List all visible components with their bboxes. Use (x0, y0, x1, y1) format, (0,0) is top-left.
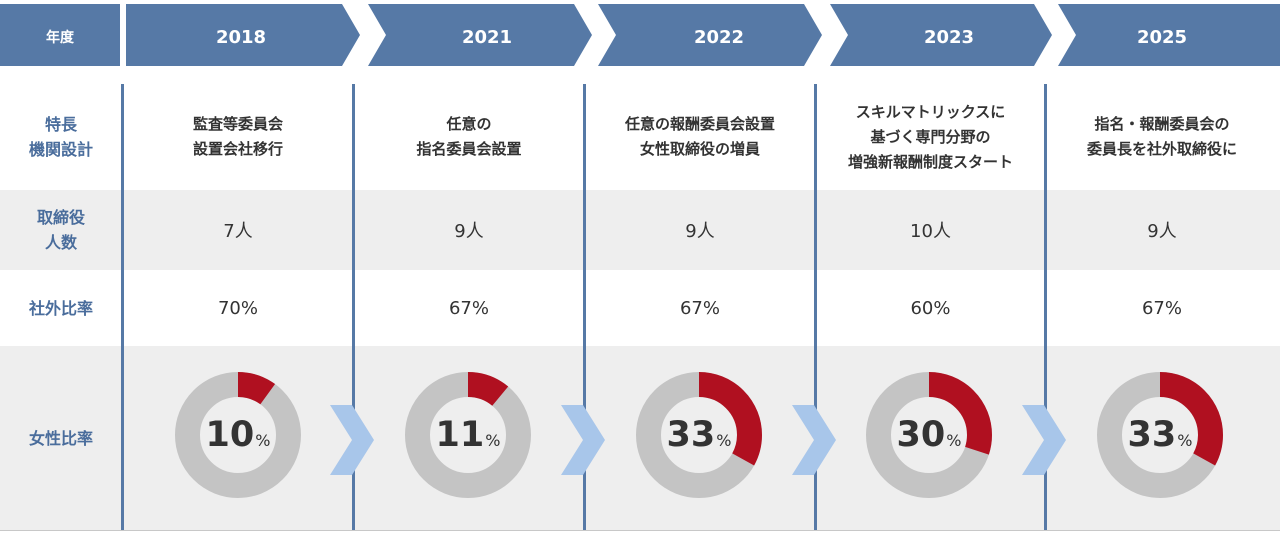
arrow-shape (330, 405, 374, 475)
year-chevron-2021 (368, 4, 592, 66)
female-ratio-donut-2018 (175, 372, 301, 498)
donut-female-segment (866, 372, 992, 498)
female-ratio-donut-2023 (866, 372, 992, 498)
feature-cell-2021: 任意の 指名委員会設置 (355, 84, 583, 190)
year-chevron-2023 (830, 4, 1052, 66)
feature-cell-2018: 監査等委員会 設置会社移行 (124, 84, 352, 190)
feature-line: 設置会社移行 (192, 140, 283, 158)
directors-count-2025: 9人 (1147, 221, 1177, 242)
female-ratio-label-2022: 33% (634, 370, 764, 500)
feature-cell-2023: スキルマトリックスに 基づく専門分野の 増強新報酬制度スタート (817, 84, 1044, 190)
year-label: 2023 (924, 27, 974, 48)
year-chevron-2025 (1058, 4, 1280, 66)
female-ratio-unit: % (716, 431, 732, 450)
row-label-line: 女性比率 (28, 428, 93, 448)
row-label-line: 取締役 (36, 208, 85, 227)
progress-arrow-icon (561, 405, 605, 475)
feature-line: 監査等委員会 (192, 115, 283, 133)
column-divider (1044, 84, 1047, 530)
directors-count-2021: 9人 (454, 221, 484, 242)
feature-cell-2022: 任意の報酬委員会設置 女性取締役の増員 (586, 84, 814, 190)
feature-line: 指名委員会設置 (416, 140, 522, 158)
female-ratio-donut-2021 (405, 372, 531, 498)
row-label-line: 特長 (44, 115, 77, 134)
female-ratio-value: 11 (435, 415, 485, 455)
year-label: 2022 (694, 27, 744, 48)
female-ratio-value: 33 (666, 415, 716, 455)
progress-arrow-icon (792, 405, 836, 475)
row-label-features: 特長 機関設計 (0, 84, 122, 190)
donut-female-segment (1097, 372, 1223, 498)
feature-line: 指名・報酬委員会の (1094, 115, 1230, 133)
feature-line: 委員長を社外取締役に (1086, 140, 1237, 158)
feature-line: 基づく専門分野の (870, 127, 991, 146)
female-ratio-value: 10 (205, 415, 255, 455)
female-ratio-unit: % (946, 431, 962, 450)
directors-count-2023: 10人 (910, 221, 951, 242)
year-chevron-2022 (598, 4, 822, 66)
header-label: 年度 (46, 29, 75, 46)
feature-line: 任意の報酬委員会設置 (624, 115, 775, 133)
year-label: 2021 (462, 27, 512, 48)
directors-count-2018: 7人 (223, 221, 253, 242)
female-ratio-unit: % (255, 431, 271, 450)
feature-line: スキルマトリックスに (855, 102, 1006, 121)
female-ratio-label-2025: 33% (1095, 370, 1225, 500)
arrow-shape (792, 405, 836, 475)
arrow-shape (1022, 405, 1066, 475)
row-label-line: 社外比率 (28, 298, 93, 318)
female-ratio-value: 33 (1127, 415, 1177, 455)
header-label-bg (0, 4, 120, 66)
feature-line: 女性取締役の増員 (639, 140, 760, 158)
female-ratio-label-2018: 10% (173, 370, 303, 500)
row-label-line: 機関設計 (28, 140, 93, 159)
year-chevron-2018 (126, 4, 360, 66)
arrow-shape (561, 405, 605, 475)
female-ratio-donut-2025 (1097, 372, 1223, 498)
outside-ratio-2018: 70% (217, 297, 258, 319)
female-ratio-donut-2022 (636, 372, 762, 498)
directors-count-2022: 9人 (685, 221, 715, 242)
row-label-female-ratio: 女性比率 (0, 346, 122, 530)
progress-arrow-icon (330, 405, 374, 475)
outside-ratio-2025: 67% (1141, 297, 1182, 319)
column-divider (583, 84, 586, 530)
donut-female-segment (636, 372, 762, 498)
year-label: 2018 (216, 27, 266, 48)
row-label-outside-ratio: 社外比率 (0, 270, 122, 346)
directors-row-band (0, 190, 1280, 270)
outside-ratio-2021: 67% (448, 297, 489, 319)
table-bottom-border (0, 530, 1280, 531)
column-divider (352, 84, 355, 530)
feature-line: 任意の (446, 115, 492, 133)
female-ratio-label-2021: 11% (403, 370, 533, 500)
female-ratio-value: 30 (896, 415, 946, 455)
outside-ratio-2022: 67% (679, 297, 720, 319)
year-header-bar: 年度 2018 2021 2022 2023 2025 (0, 4, 1280, 66)
row-label-line: 人数 (44, 233, 77, 252)
year-label: 2025 (1137, 27, 1187, 48)
outside-ratio-2023: 60% (910, 297, 951, 319)
column-divider (121, 84, 124, 530)
female-ratio-label-2023: 30% (864, 370, 994, 500)
female-ratio-unit: % (485, 431, 501, 450)
column-divider (814, 84, 817, 530)
row-label-directors: 取締役 人数 (0, 190, 122, 270)
feature-cell-2025: 指名・報酬委員会の 委員長を社外取締役に (1047, 84, 1277, 190)
progress-arrow-icon (1022, 405, 1066, 475)
feature-line: 増強新報酬制度スタート (847, 152, 1013, 171)
female-ratio-unit: % (1177, 431, 1193, 450)
donut-female-segment (405, 372, 531, 498)
donut-female-segment (175, 372, 301, 498)
